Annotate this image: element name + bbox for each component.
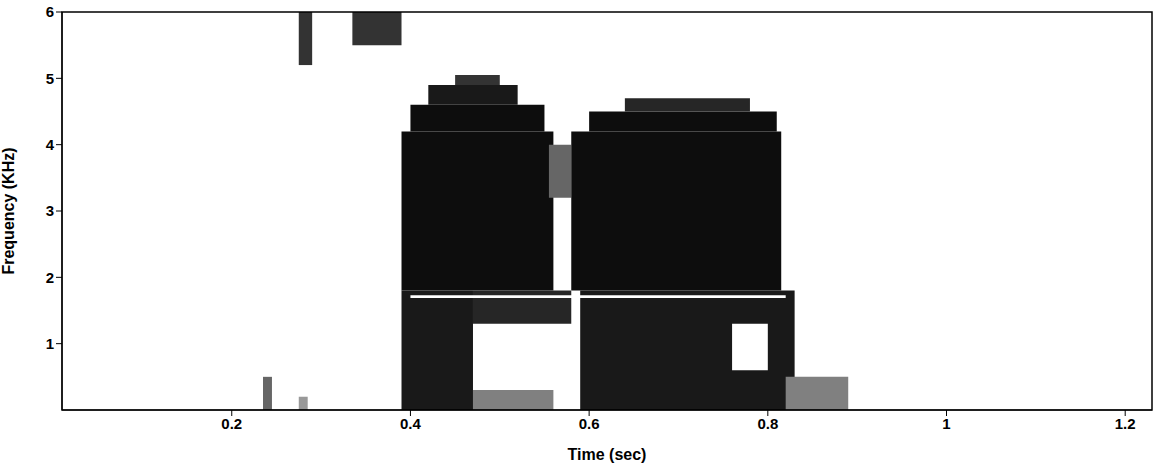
svg-text:5: 5: [46, 70, 54, 87]
svg-text:0.4: 0.4: [400, 415, 422, 432]
svg-text:3: 3: [46, 202, 54, 219]
svg-text:0.8: 0.8: [757, 415, 778, 432]
svg-text:2: 2: [46, 269, 54, 286]
svg-text:1.2: 1.2: [1115, 415, 1136, 432]
svg-text:6: 6: [46, 3, 54, 20]
svg-text:4: 4: [46, 136, 55, 153]
svg-text:1: 1: [942, 415, 950, 432]
svg-text:0.2: 0.2: [221, 415, 242, 432]
svg-text:Time (sec): Time (sec): [568, 446, 647, 463]
svg-text:1: 1: [46, 335, 54, 352]
svg-text:0.6: 0.6: [579, 415, 600, 432]
svg-text:Frequency (KHz): Frequency (KHz): [0, 147, 17, 274]
